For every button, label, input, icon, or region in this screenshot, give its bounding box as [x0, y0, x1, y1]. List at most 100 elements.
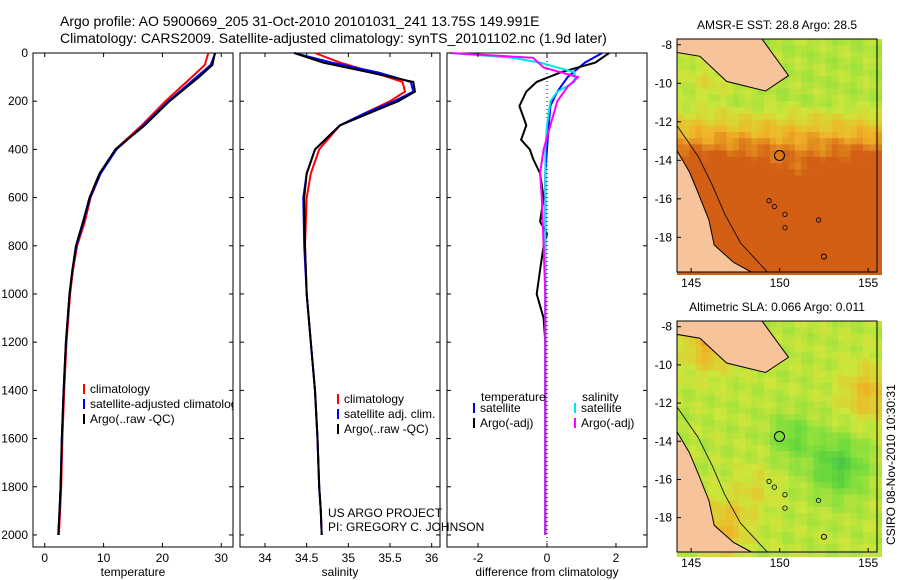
- field-cell: [739, 138, 746, 145]
- field-cell: [757, 513, 765, 520]
- field-cell: [683, 401, 690, 409]
- field-cell: [714, 82, 721, 89]
- field-cell: [819, 507, 827, 514]
- field-cell: [794, 389, 802, 396]
- field-cell: [832, 445, 839, 452]
- map-y-tick-label: -8: [661, 38, 672, 52]
- field-cell: [770, 401, 777, 409]
- field-cell: [770, 187, 777, 195]
- field-cell: [869, 101, 876, 108]
- field-cell: [801, 395, 808, 402]
- field-cell: [788, 327, 796, 334]
- field-cell: [863, 237, 870, 244]
- field-cell: [745, 101, 752, 108]
- field-cell: [689, 345, 696, 353]
- field-cell: [751, 445, 758, 452]
- field-cell: [850, 488, 858, 495]
- field-cell: [807, 538, 814, 545]
- field-cell: [732, 200, 740, 207]
- field-cell: [770, 218, 777, 226]
- field-cell: [863, 469, 870, 477]
- field-cell: [782, 500, 789, 508]
- field-cell: [794, 513, 802, 520]
- field-cell: [714, 138, 721, 145]
- field-cell: [794, 82, 802, 89]
- field-cell: [856, 389, 864, 396]
- field-cell: [825, 401, 833, 409]
- field-cell: [788, 156, 796, 164]
- field-cell: [838, 206, 845, 213]
- field-cell: [825, 488, 833, 495]
- field-cell: [751, 212, 758, 220]
- field-cell: [819, 125, 827, 133]
- field-cell: [739, 125, 746, 133]
- field-cell: [856, 82, 864, 89]
- field-cell: [838, 519, 845, 526]
- field-cell: [844, 550, 851, 557]
- field-cell: [782, 482, 789, 489]
- field-cell: [695, 119, 703, 127]
- field-cell: [863, 438, 870, 446]
- credit-line1: US ARGO PROJECT: [328, 506, 443, 520]
- field-cell: [813, 194, 820, 201]
- field-cell: [689, 401, 696, 409]
- field-cell: [776, 57, 783, 65]
- field-cell: [726, 243, 734, 251]
- field-cell: [739, 218, 746, 226]
- field-cell: [788, 94, 796, 102]
- field-cell: [869, 88, 876, 96]
- field-cell: [850, 249, 858, 257]
- field-cell: [739, 550, 746, 557]
- field-cell: [869, 212, 876, 220]
- field-cell: [794, 256, 802, 263]
- field-cell: [850, 39, 858, 46]
- field-cell: [751, 370, 758, 378]
- field-cell: [825, 389, 833, 396]
- field-cell: [739, 457, 746, 464]
- field-cell: [863, 150, 870, 158]
- field-cell: [838, 438, 845, 446]
- field-cell: [720, 482, 727, 489]
- field-cell: [782, 138, 789, 145]
- field-cell: [732, 445, 740, 452]
- field-cell: [695, 420, 703, 427]
- field-cell: [850, 364, 858, 371]
- field-cell: [732, 407, 740, 415]
- field-cell: [720, 395, 727, 402]
- field-cell: [757, 181, 765, 189]
- field-cell: [801, 383, 808, 390]
- field-cell: [794, 88, 802, 96]
- plot-frame: [32, 52, 234, 548]
- field-cell: [819, 469, 827, 477]
- field-cell: [726, 175, 734, 182]
- field-cell: [807, 426, 814, 433]
- field-cell: [794, 333, 802, 340]
- field-cell: [832, 432, 839, 440]
- field-cell: [856, 414, 864, 421]
- field-cell: [856, 119, 864, 127]
- field-cell: [832, 163, 839, 170]
- field-cell: [838, 531, 845, 539]
- field-cell: [708, 469, 715, 477]
- field-cell: [856, 519, 864, 526]
- field-cell: [708, 488, 715, 495]
- field-cell: [838, 345, 845, 353]
- field-cell: [776, 169, 783, 176]
- field-cell: [788, 538, 796, 545]
- field-cell: [807, 500, 814, 508]
- field-cell: [838, 132, 845, 139]
- field-cell: [869, 181, 876, 189]
- field-cell: [726, 389, 734, 396]
- field-cell: [689, 113, 696, 120]
- field-cell: [807, 525, 814, 533]
- field-cell: [832, 550, 839, 557]
- field-cell: [788, 525, 796, 533]
- field-cell: [794, 200, 802, 207]
- field-cell: [739, 426, 746, 433]
- field-cell: [701, 169, 709, 176]
- field-cell: [708, 194, 715, 201]
- field-cell: [745, 469, 752, 477]
- field-cell: [788, 358, 796, 365]
- field-cell: [788, 194, 796, 201]
